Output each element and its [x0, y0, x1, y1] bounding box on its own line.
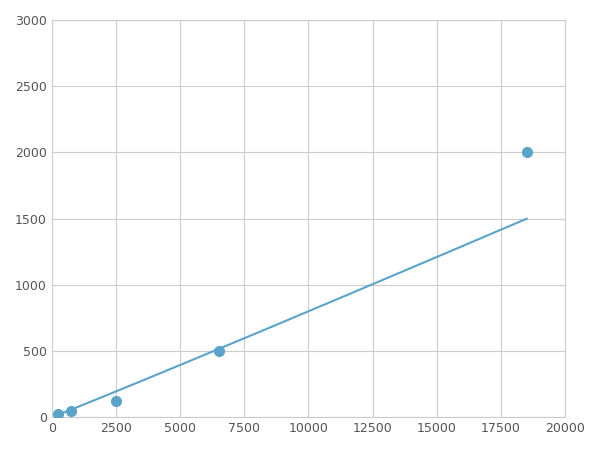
Point	[214, 347, 223, 355]
Point	[53, 410, 63, 418]
Point	[111, 397, 121, 404]
Point	[522, 149, 532, 156]
Point	[66, 407, 76, 414]
